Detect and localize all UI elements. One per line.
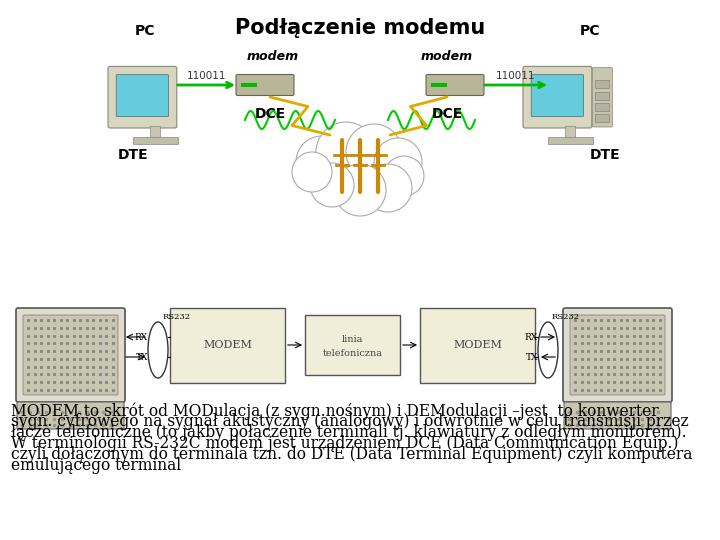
- Text: DTE: DTE: [590, 148, 621, 162]
- FancyBboxPatch shape: [116, 75, 168, 117]
- Text: telefoniczna: telefoniczna: [323, 348, 382, 357]
- Circle shape: [310, 163, 354, 207]
- Bar: [150, 126, 161, 137]
- Bar: [595, 114, 608, 122]
- FancyBboxPatch shape: [23, 315, 118, 395]
- Text: łącze telefoniczne (to jakby połączenie terminali tj. klawiatury z odległym moni: łącze telefoniczne (to jakby połączenie …: [11, 424, 686, 441]
- Circle shape: [346, 124, 402, 180]
- Bar: [170, 307, 285, 382]
- FancyBboxPatch shape: [563, 308, 672, 402]
- FancyBboxPatch shape: [564, 402, 671, 429]
- Text: sygn. cyfrowego na sygnał akustyczny (analogowy) i odwrotnie w celu transmisji p: sygn. cyfrowego na sygnał akustyczny (an…: [11, 413, 688, 430]
- Bar: [595, 80, 608, 89]
- Text: PC: PC: [135, 24, 156, 38]
- Text: PC: PC: [580, 24, 600, 38]
- Bar: [595, 103, 608, 111]
- Ellipse shape: [538, 322, 558, 378]
- Text: RS232: RS232: [163, 313, 191, 321]
- Text: RS232: RS232: [552, 313, 580, 321]
- Text: TX: TX: [135, 353, 148, 361]
- FancyBboxPatch shape: [426, 75, 484, 96]
- FancyBboxPatch shape: [523, 66, 592, 128]
- Ellipse shape: [148, 322, 168, 378]
- Bar: [547, 137, 593, 144]
- Text: RX: RX: [135, 333, 148, 341]
- Circle shape: [334, 164, 386, 216]
- Bar: [431, 83, 447, 87]
- Text: DTE: DTE: [117, 148, 148, 162]
- Bar: [132, 137, 178, 144]
- Text: MODEM: MODEM: [453, 340, 502, 350]
- Text: emulującego terminal: emulującego terminal: [11, 457, 181, 474]
- Text: linia: linia: [342, 335, 363, 345]
- Circle shape: [316, 122, 376, 182]
- Circle shape: [364, 164, 412, 212]
- Text: czyli dołączonym do terminala tzn. do DTE (Data Terminal Equipment) czyli komput: czyli dołączonym do terminala tzn. do DT…: [11, 446, 692, 463]
- Text: MODEM to skrót od MODulacja (z sygn.nośnym) i DEModulacji –jest  to konwerter: MODEM to skrót od MODulacja (z sygn.nośn…: [11, 402, 658, 420]
- Text: DCE: DCE: [254, 107, 286, 121]
- FancyBboxPatch shape: [16, 308, 125, 402]
- Text: 110011: 110011: [186, 71, 226, 81]
- Text: modem: modem: [247, 50, 299, 63]
- FancyBboxPatch shape: [236, 75, 294, 96]
- Bar: [420, 307, 535, 382]
- Circle shape: [292, 152, 332, 192]
- Bar: [240, 83, 257, 87]
- Text: DCE: DCE: [431, 107, 463, 121]
- Circle shape: [374, 138, 422, 186]
- FancyBboxPatch shape: [108, 66, 177, 128]
- Text: 110011: 110011: [496, 71, 536, 81]
- Text: Podłączenie modemu: Podłączenie modemu: [235, 18, 485, 38]
- Circle shape: [296, 136, 348, 188]
- FancyBboxPatch shape: [593, 68, 613, 127]
- Text: RX: RX: [525, 333, 538, 341]
- Text: W terminologii RS-232C modem jest urządzeniem DCE (Data Communication Equip.): W terminologii RS-232C modem jest urządz…: [11, 435, 678, 452]
- FancyBboxPatch shape: [17, 402, 124, 429]
- FancyBboxPatch shape: [531, 75, 584, 117]
- Circle shape: [384, 156, 424, 196]
- Bar: [305, 315, 400, 375]
- FancyBboxPatch shape: [570, 315, 665, 395]
- Bar: [564, 126, 575, 137]
- Bar: [595, 92, 608, 99]
- Text: TX: TX: [526, 353, 538, 361]
- Text: modem: modem: [421, 50, 473, 63]
- Text: MODEM: MODEM: [203, 340, 252, 350]
